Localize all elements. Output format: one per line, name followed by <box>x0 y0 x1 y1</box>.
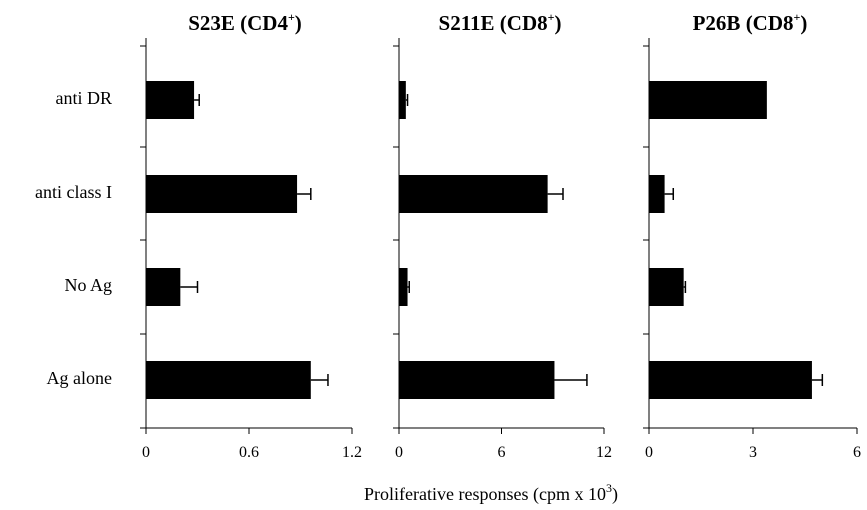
x-tick-label: 6 <box>853 444 861 461</box>
category-label: Ag alone <box>47 368 112 388</box>
chart-panel: S23E (CD4+) 0 0.6 1.2 <box>140 10 362 461</box>
chart-title-text: S23E (CD4 <box>188 11 288 35</box>
x-tick-label: 3 <box>749 444 757 461</box>
bar <box>649 361 812 399</box>
x-axis-label-text: Proliferative responses (cpm x 10 <box>364 484 606 505</box>
bar <box>146 268 181 306</box>
bar <box>399 361 555 399</box>
x-tick-label: 1.2 <box>342 444 362 461</box>
x-axis-label: Proliferative responses (cpm x 103) <box>364 481 618 505</box>
chart-title: S211E (CD8+) <box>439 10 562 35</box>
x-tick-label: 12 <box>596 444 612 461</box>
chart-title-superscript: + <box>794 10 801 24</box>
bar <box>146 361 311 399</box>
chart-panel: P26B (CD8+) 0 3 6 <box>643 10 861 461</box>
x-tick-label: 0 <box>395 444 403 461</box>
bar <box>146 175 298 213</box>
chart-title-close: ) <box>554 11 561 35</box>
bar <box>649 81 767 119</box>
chart-title-superscript: + <box>548 10 555 24</box>
chart-title: P26B (CD8+) <box>693 10 808 35</box>
bar <box>399 268 408 306</box>
bar <box>399 81 406 119</box>
chart-title-superscript: + <box>288 10 295 24</box>
x-tick-label: 6 <box>498 444 506 461</box>
chart-title-close: ) <box>800 11 807 35</box>
x-axis-label-close: ) <box>612 484 618 505</box>
chart-title: S23E (CD4+) <box>188 10 302 35</box>
category-label: anti class I <box>35 182 112 202</box>
bar <box>649 268 684 306</box>
x-axis-label-superscript: 3 <box>606 481 612 495</box>
chart-title-close: ) <box>295 11 302 35</box>
category-label: No Ag <box>64 275 112 295</box>
chart-panel: S211E (CD8+) 0 6 12 <box>393 10 612 461</box>
x-tick-label: 0.6 <box>239 444 259 461</box>
bar <box>146 81 195 119</box>
chart-title-text: S211E (CD8 <box>439 11 548 35</box>
x-tick-label: 0 <box>645 444 653 461</box>
x-tick-label: 0 <box>142 444 150 461</box>
bar <box>399 175 548 213</box>
category-label: anti DR <box>56 88 113 108</box>
chart-title-text: P26B (CD8 <box>693 11 794 35</box>
category-labels: anti DR anti class I No Ag Ag alone <box>35 88 112 388</box>
bar <box>649 175 665 213</box>
